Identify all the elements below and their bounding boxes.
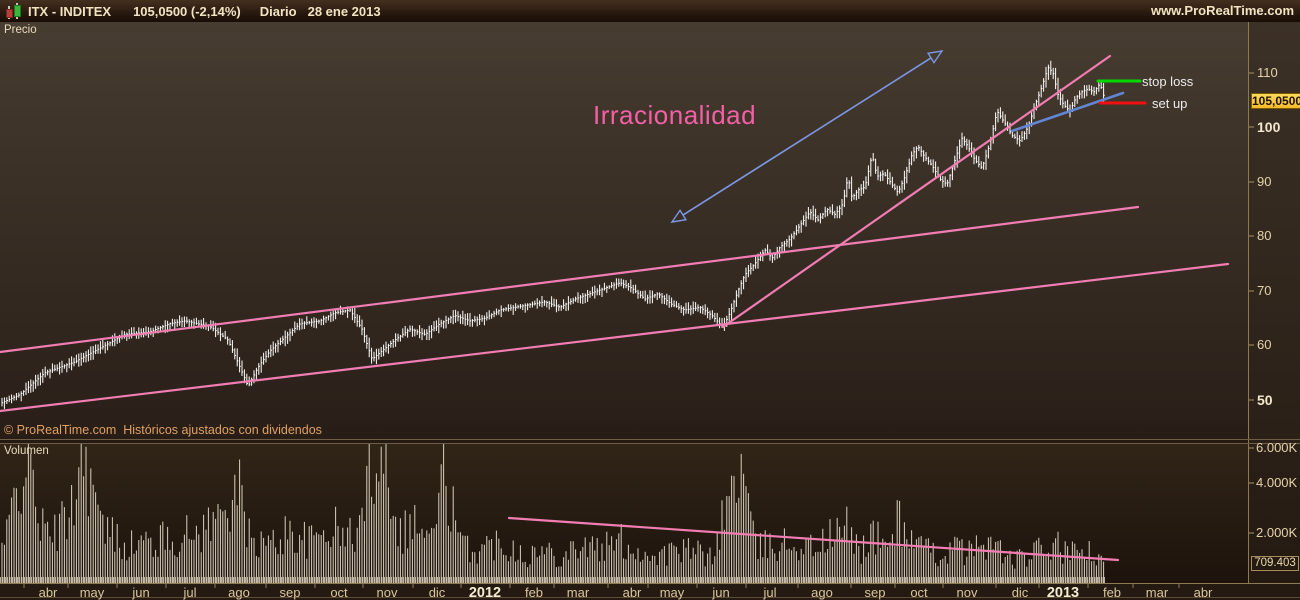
month-label: jun: [712, 585, 730, 600]
window-footer-line: [0, 597, 1300, 598]
irracionalidad-annotation[interactable]: Irracionalidad: [593, 100, 757, 130]
year-label: 2013: [1046, 585, 1080, 600]
month-label: sep: [279, 585, 301, 600]
price-tick-label: 50: [1257, 392, 1273, 408]
impulse-arrow[interactable]: [682, 57, 932, 216]
time-axis-line: [0, 583, 1300, 584]
panel-separator-line: [0, 443, 1300, 444]
price-panel-label: Precio: [4, 24, 37, 36]
impulse-arrow-head[interactable]: [670, 209, 688, 223]
daily-tick-marks: [0, 577, 1106, 583]
instrument-name: ITX - INDITEX: [28, 3, 112, 19]
impulse-arrow-head[interactable]: [926, 50, 944, 64]
panel-separator-line[interactable]: [0, 439, 1300, 440]
month-label: jun: [132, 585, 150, 600]
steep-trendline[interactable]: [721, 54, 1112, 329]
copyright-notice: © ProRealTime.com Históricos ajustados c…: [4, 423, 322, 437]
last-price-marker: 105,0500: [1251, 93, 1300, 109]
month-label: oct: [330, 585, 348, 600]
price-tick-label: 100: [1257, 119, 1281, 135]
month-label: dic: [1011, 585, 1029, 600]
price-tick-label: 60: [1257, 337, 1272, 352]
last-volume-marker: 709.403: [1251, 556, 1299, 571]
month-label: mar: [1145, 585, 1169, 600]
price-tick-label: 110: [1257, 65, 1278, 80]
price-axis-column[interactable]: [1248, 22, 1300, 583]
candlestick-chart-icon: [5, 3, 21, 19]
set-up-label[interactable]: set up: [1152, 96, 1188, 111]
month-label: abr: [622, 585, 642, 600]
month-label: may: [79, 585, 105, 600]
last-date-label: 28 ene 2013: [307, 3, 381, 19]
month-label: abr: [38, 585, 58, 600]
price-tick-label: 70: [1257, 283, 1272, 298]
volume-panel-label: Volumen: [4, 445, 49, 457]
volume-trendline[interactable]: [507, 516, 1120, 562]
stop-loss-label[interactable]: stop loss: [1142, 74, 1194, 89]
price-tick-label: 80: [1257, 228, 1272, 243]
channel-upper-trendline[interactable]: [0, 205, 1140, 354]
volume-tick-label: 2.000K: [1256, 525, 1298, 540]
month-label: oct: [910, 585, 928, 600]
month-label: jul: [763, 585, 777, 600]
last-price-change: 105,0500 (-2,14%): [133, 3, 241, 19]
timeframe-label: Diario: [259, 3, 297, 19]
month-label: may: [659, 585, 685, 600]
price-ohlc-bars: [1, 60, 1105, 409]
month-label: mar: [566, 585, 590, 600]
year-label: 2012: [468, 585, 502, 600]
month-label: ago: [228, 585, 250, 600]
month-label: feb: [1102, 585, 1122, 600]
chart-title-bar: ITX - INDITEX 105,0500 (-2,14%) Diario 2…: [0, 0, 1300, 23]
website-url: www.ProRealTime.com: [1150, 3, 1294, 18]
channel-lower-trendline[interactable]: [0, 262, 1230, 413]
blue-support-trendline[interactable]: [1010, 91, 1125, 133]
month-label: abr: [1193, 585, 1213, 600]
volume-tick-label: 4.000K: [1256, 475, 1298, 490]
volume-bars: [1, 444, 1105, 583]
price-tick-label: 90: [1257, 174, 1272, 189]
month-label: sep: [864, 585, 886, 600]
month-label: dic: [428, 585, 446, 600]
month-label: feb: [524, 585, 544, 600]
price-chart-panel[interactable]: [0, 22, 1248, 439]
month-label: nov: [376, 585, 398, 600]
month-label: ago: [811, 585, 833, 600]
month-label: nov: [956, 585, 978, 600]
volume-tick-label: 6.000K: [1256, 440, 1298, 455]
month-label: jul: [183, 585, 197, 600]
